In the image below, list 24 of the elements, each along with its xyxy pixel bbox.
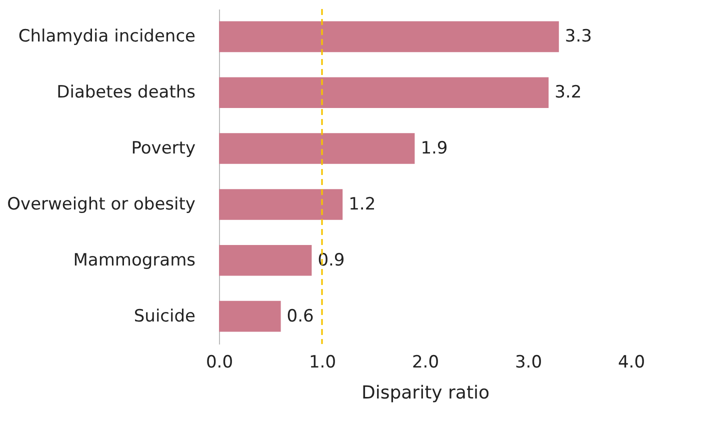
x-tick-label: 1.0 (308, 352, 336, 372)
y-tick-label: Diabetes deaths (56, 82, 196, 103)
y-tick-label: Chlamydia incidence (18, 26, 196, 47)
bar (219, 77, 549, 108)
bar (219, 189, 343, 220)
y-tick-label: Suicide (134, 306, 196, 326)
data-label: 0.6 (286, 306, 314, 326)
x-tick-label: 4.0 (618, 352, 646, 372)
x-axis-title: Disparity ratio (361, 382, 490, 404)
y-tick-label: Poverty (131, 138, 196, 159)
data-label: 1.2 (348, 194, 376, 214)
bar (219, 245, 312, 276)
bar (219, 300, 281, 332)
data-label: 3.3 (564, 26, 592, 47)
y-tick-label: Mammograms (73, 250, 196, 270)
x-tick-label: 0.0 (206, 352, 234, 372)
x-tick-label: 2.0 (412, 352, 440, 372)
y-tick-label: Overweight or obesity (7, 194, 196, 214)
data-label: 1.9 (420, 138, 448, 159)
bar (219, 133, 415, 164)
data-label: 3.2 (554, 82, 582, 103)
bar (219, 21, 559, 52)
data-label: 0.9 (318, 250, 345, 270)
x-tick-label: 3.0 (514, 352, 542, 372)
